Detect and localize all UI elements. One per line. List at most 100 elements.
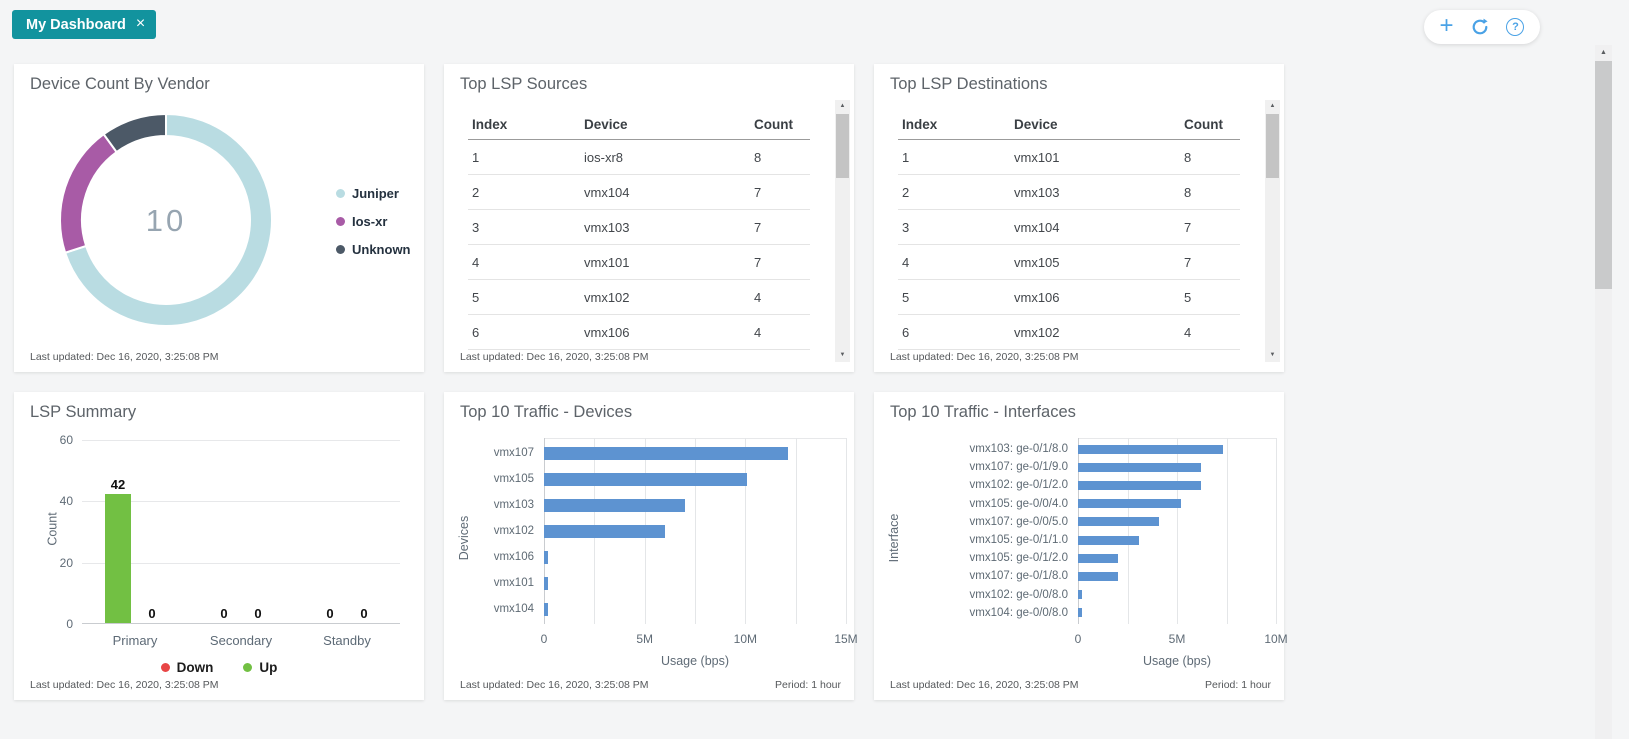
scrollbar-thumb[interactable] [1595, 61, 1612, 289]
bar-row: vmx107: ge-0/1/9.0 [882, 461, 1276, 473]
bar-7[interactable] [544, 602, 549, 616]
bar-3[interactable] [544, 498, 685, 512]
legend-item-up[interactable]: Up [243, 660, 277, 675]
column-header: Count [1184, 117, 1223, 132]
bar-9[interactable] [1078, 590, 1082, 600]
donut-slice-ios-xr[interactable] [59, 132, 119, 255]
page-scrollbar[interactable]: ▲ [1595, 45, 1612, 739]
legend-item-unknown[interactable]: Unknown [336, 242, 411, 257]
table-row[interactable]: 4 vmx101 7 [468, 245, 810, 280]
refresh-button[interactable] [1469, 16, 1491, 38]
x-category-label: Standby [323, 633, 371, 648]
table-cell: 5 [902, 289, 910, 305]
bar-up-primary[interactable] [105, 494, 131, 623]
bar-6[interactable] [1078, 535, 1140, 545]
last-updated-text: Last updated: Dec 16, 2020, 3:25:08 PM [460, 679, 649, 691]
scrollbar-thumb[interactable] [836, 114, 849, 178]
category-label: vmx107: ge-0/0/5.0 [969, 515, 1068, 528]
table-cell: 2 [472, 184, 480, 200]
table-cell: 7 [754, 219, 762, 235]
bar-track [1078, 517, 1276, 527]
vendor-donut-chart: 10 [46, 102, 296, 342]
last-updated-text: Last updated: Dec 16, 2020, 3:25:08 PM [30, 351, 219, 363]
table-cell: 4 [754, 289, 762, 305]
bar-4[interactable] [544, 524, 665, 538]
close-icon[interactable]: × [135, 15, 146, 32]
y-tick-label: 0 [66, 617, 73, 631]
panel-top-lsp-sources: Top LSP Sources Index Device Count 1 ios-xr8… [444, 64, 854, 372]
table-row[interactable]: 5 vmx106 5 [898, 280, 1240, 315]
table-row[interactable]: 5 vmx102 4 [468, 280, 810, 315]
scroll-down-icon[interactable]: ▼ [1269, 352, 1276, 358]
bar-1[interactable] [544, 446, 788, 460]
bar-3[interactable] [1078, 480, 1201, 490]
scroll-up-icon[interactable]: ▲ [1600, 49, 1607, 56]
legend-item-down[interactable]: Down [160, 660, 213, 675]
legend-item-ios-xr[interactable]: Ios-xr [336, 214, 411, 229]
bar-5[interactable] [544, 550, 549, 564]
lsp-sources-table: Index Device Count 1 ios-xr8 8 2 vmx104 7 3 vmx103… [468, 110, 810, 350]
table-cell: vmx105 [1014, 254, 1060, 270]
period-text: Period: 1 hour [775, 679, 841, 691]
table-row[interactable]: 3 vmx104 7 [898, 210, 1240, 245]
donut-slice-juniper[interactable] [63, 112, 273, 327]
bar-2[interactable] [544, 472, 748, 486]
bar-track [1078, 462, 1276, 472]
legend-item-juniper[interactable]: Juniper [336, 186, 411, 201]
scrollbar-thumb[interactable] [1266, 114, 1279, 178]
category-label: vmx103 [493, 499, 534, 511]
table-row[interactable]: 1 vmx101 8 [898, 140, 1240, 175]
panel-device-count-by-vendor: Device Count By Vendor 10 Juniper Ios-xr U… [14, 64, 424, 372]
x-axis-label: Usage (bps) [1142, 654, 1212, 668]
bar-value-label: 0 [220, 606, 228, 621]
gridline [1276, 438, 1277, 624]
table-cell: ios-xr8 [584, 149, 624, 165]
table-cell: 1 [472, 149, 480, 165]
category-label: vmx105: ge-0/1/1.0 [969, 534, 1068, 547]
add-widget-button[interactable]: + [1439, 12, 1454, 39]
bar-row: vmx102: ge-0/1/2.0 [882, 479, 1276, 491]
table-cell: 1 [902, 149, 910, 165]
bar-track [544, 472, 846, 486]
category-label: vmx102: ge-0/1/2.0 [969, 479, 1068, 492]
bar-row: vmx104 [452, 602, 846, 616]
bar-6[interactable] [544, 576, 549, 590]
donut-slice-unknown[interactable] [102, 112, 167, 154]
table-row[interactable]: 3 vmx103 7 [468, 210, 810, 245]
bar-2[interactable] [1078, 462, 1201, 472]
bar-1[interactable] [1078, 444, 1223, 454]
help-button[interactable]: ? [1506, 18, 1525, 36]
scroll-up-icon[interactable]: ▲ [1269, 103, 1276, 109]
bar-row: vmx101 [452, 576, 846, 590]
scroll-down-icon[interactable]: ▼ [839, 352, 846, 358]
category-label: vmx104 [493, 603, 534, 615]
dashboard-tab[interactable]: My Dashboard × [12, 10, 157, 39]
scroll-up-icon[interactable]: ▲ [839, 103, 846, 109]
table-cell: 7 [754, 184, 762, 200]
legend-dot [336, 245, 345, 254]
x-tick-label: 15M [834, 632, 858, 646]
legend-dot [336, 189, 345, 198]
table-row[interactable]: 1 ios-xr8 8 [468, 140, 810, 175]
bar-value-label: 0 [360, 606, 368, 621]
bar-4[interactable] [1078, 499, 1181, 509]
bar-track [1078, 608, 1276, 618]
table-scrollbar[interactable]: ▲ ▼ [835, 100, 850, 362]
table-row[interactable]: 2 vmx103 8 [898, 175, 1240, 210]
bar-10[interactable] [1078, 608, 1082, 618]
bar-row: vmx102 [452, 524, 846, 538]
table-row[interactable]: 2 vmx104 7 [468, 175, 810, 210]
table-scrollbar[interactable]: ▲ ▼ [1265, 100, 1280, 362]
bar-7[interactable] [1078, 553, 1118, 563]
x-tick-label: 10M [1264, 632, 1288, 646]
table-cell: 5 [1184, 289, 1192, 305]
table-row[interactable]: 6 vmx102 4 [898, 315, 1240, 350]
gridline [82, 501, 400, 503]
bar-5[interactable] [1078, 517, 1160, 527]
table-cell: 4 [902, 254, 910, 270]
bar-value-label: 0 [254, 606, 262, 621]
table-row[interactable]: 4 vmx105 7 [898, 245, 1240, 280]
bar-8[interactable] [1078, 571, 1118, 581]
table-cell: 6 [902, 324, 910, 340]
table-row[interactable]: 6 vmx106 4 [468, 315, 810, 350]
